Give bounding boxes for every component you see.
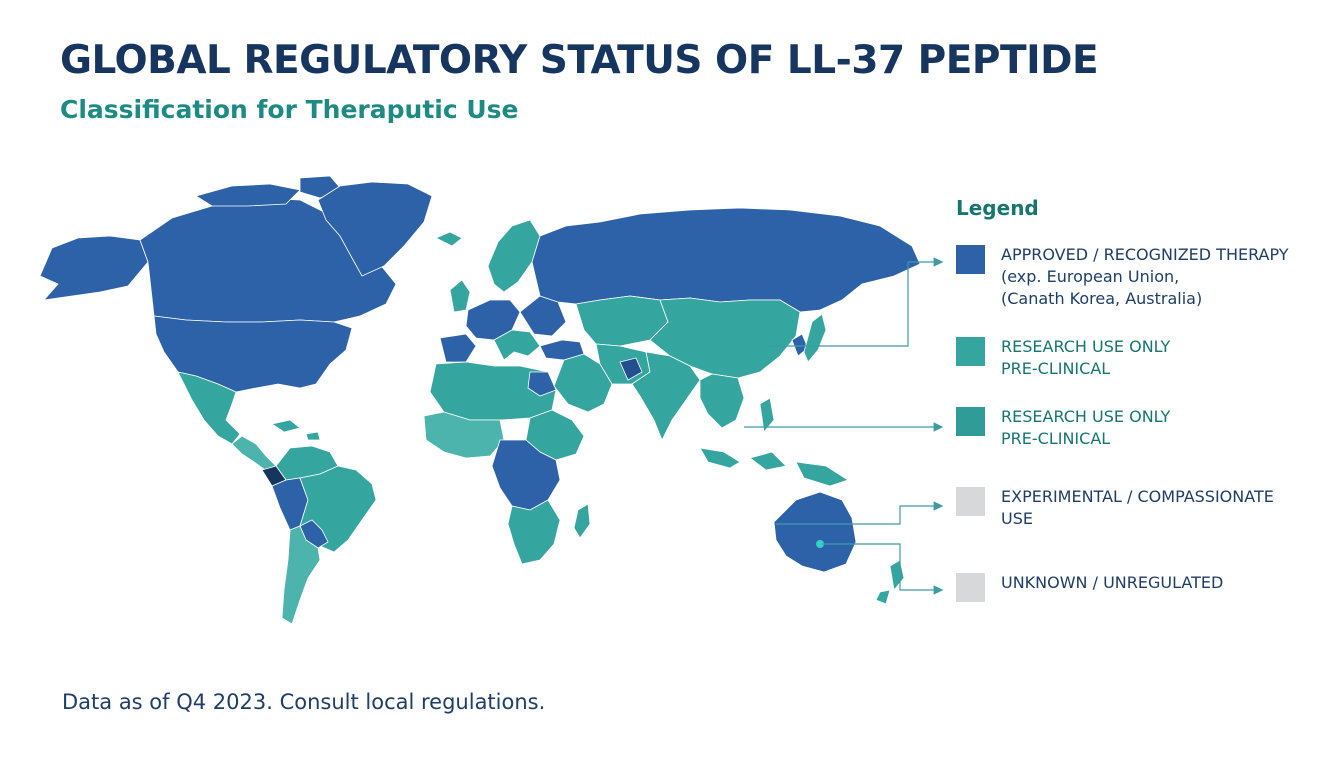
legend-item-approved: APPROVED / RECOGNIZED THERAPY (exp. Euro…: [956, 244, 1289, 310]
legend: Legend APPROVED / RECOGNIZED THERAPY (ex…: [956, 196, 1316, 602]
north-america: [39, 175, 433, 473]
page-title: GLOBAL REGULATORY STATUS OF LL-37 PEPTID…: [60, 38, 1099, 83]
india: [631, 351, 701, 441]
legend-item-unknown: UNKNOWN / UNREGULATED: [956, 572, 1223, 602]
alaska-region: [39, 235, 149, 301]
asia: [531, 207, 921, 487]
new-zealand: [875, 559, 905, 605]
legend-swatch-research-1: [956, 337, 985, 366]
africa: [423, 361, 591, 565]
legend-title: Legend: [956, 196, 1039, 220]
indonesia: [699, 447, 849, 487]
japan: [803, 313, 827, 363]
legend-swatch-approved: [956, 245, 985, 274]
australia-marker: [816, 540, 824, 548]
connector-approved: [770, 262, 909, 347]
caribbean: [270, 419, 321, 441]
mexico: [177, 371, 241, 445]
legend-label-experimental: EXPERIMENTAL / COMPASSIONATE USE: [1001, 487, 1274, 528]
scandinavia: [487, 219, 541, 293]
legend-item-experimental: EXPERIMENTAL / COMPASSIONATE USE: [956, 486, 1274, 530]
afghanistan: [619, 357, 643, 381]
footer-note: Data as of Q4 2023. Consult local regula…: [62, 690, 546, 714]
southern-africa: [507, 499, 561, 565]
oceania: [773, 491, 905, 605]
madagascar: [573, 503, 591, 539]
legend-label-unknown: UNKNOWN / UNREGULATED: [1001, 573, 1224, 592]
argentina-chile: [281, 525, 321, 625]
middle-east: [553, 353, 613, 413]
connector-experimental: [776, 501, 944, 525]
philippines: [759, 397, 775, 433]
legend-label-approved: APPROVED / RECOGNIZED THERAPY (exp. Euro…: [1001, 245, 1289, 308]
legend-connectors: [744, 257, 944, 595]
iceland: [435, 231, 463, 247]
europe: [435, 219, 585, 363]
legend-item-research-2: RESEARCH USE ONLY PRE-CLINICAL: [956, 406, 1170, 450]
italy-balkans: [493, 329, 541, 361]
west-africa: [423, 411, 505, 459]
russia: [531, 207, 921, 313]
southeast-asia: [699, 373, 745, 429]
china-mongolia: [649, 297, 801, 379]
uk-ireland: [449, 279, 471, 313]
australia: [773, 491, 857, 573]
connector-unknown: [822, 543, 944, 595]
legend-label-research-1: RESEARCH USE ONLY PRE-CLINICAL: [1001, 337, 1171, 378]
legend-label-research-2: RESEARCH USE ONLY PRE-CLINICAL: [1001, 407, 1171, 448]
page-subtitle: Classification for Theraputic Use: [60, 95, 519, 124]
legend-swatch-experimental: [956, 487, 985, 516]
egypt: [527, 371, 557, 397]
legend-item-research-1: RESEARCH USE ONLY PRE-CLINICAL: [956, 336, 1170, 380]
legend-swatch-unknown: [956, 573, 985, 602]
legend-swatch-research-2: [956, 407, 985, 436]
iberia: [439, 333, 477, 363]
central-america: [231, 435, 277, 473]
south-america: [261, 445, 377, 625]
greenland: [317, 181, 433, 277]
